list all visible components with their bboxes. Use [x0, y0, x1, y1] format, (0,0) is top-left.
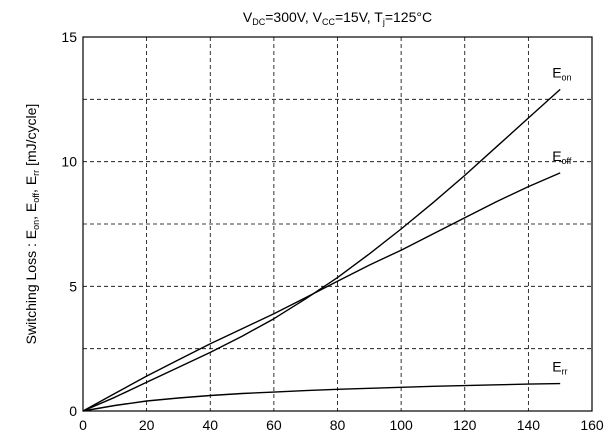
y-tick-label: 0	[69, 403, 77, 419]
series-line-rr	[82, 382, 561, 412]
x-tick-label: 100	[389, 417, 413, 433]
y-tick-label: 15	[61, 29, 77, 45]
x-tick-label: 160	[580, 417, 604, 433]
x-tick-label: 20	[139, 417, 155, 433]
series-label-off: Eoff​	[552, 148, 572, 166]
series-line-off	[82, 172, 561, 412]
tick-labels: 0 20 40 60 80 100 120 140 160 0 5 10 15	[61, 29, 603, 433]
series-line-on	[82, 88, 561, 412]
plot-frame	[82, 36, 593, 412]
grid	[83, 37, 592, 411]
x-tick-label: 80	[330, 417, 346, 433]
series-lines	[82, 88, 561, 412]
x-tick-label: 40	[202, 417, 218, 433]
x-tick-label: 120	[453, 417, 477, 433]
x-tick-label: 60	[266, 417, 282, 433]
x-tick-label: 0	[79, 417, 87, 433]
series-label-rr: Err​	[552, 359, 567, 377]
chart-title: VDC​=300V, VCC​=15V, Tj​=125°C	[243, 9, 432, 27]
y-axis-label: Switching Loss : Eon​, Eoff​, Err​ [mJ/c…	[23, 104, 41, 345]
y-tick-label: 10	[61, 154, 77, 170]
y-tick-label: 5	[69, 278, 77, 294]
series-labels: Eon​ Eoff​ Err​	[552, 64, 572, 376]
series-label-on: Eon​	[552, 64, 571, 82]
x-tick-label: 140	[517, 417, 541, 433]
